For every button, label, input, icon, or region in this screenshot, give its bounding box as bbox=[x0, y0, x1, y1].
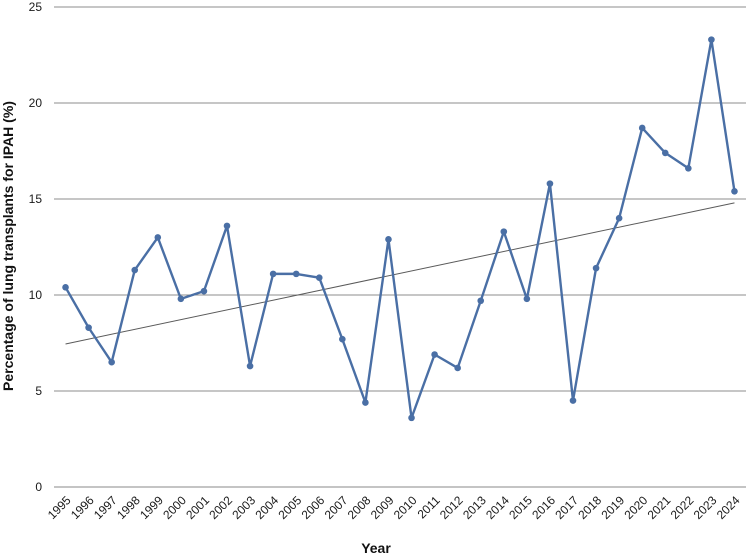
data-point bbox=[477, 297, 485, 305]
x-tick-labels: 1995199619971998199920002001200220032004… bbox=[45, 493, 743, 522]
data-point bbox=[362, 399, 369, 406]
data-point bbox=[454, 364, 461, 372]
x-tick-label: 2011 bbox=[415, 493, 443, 521]
y-tick-label: 10 bbox=[29, 288, 43, 302]
x-tick-label: 2024 bbox=[714, 493, 743, 522]
series-line bbox=[64, 38, 736, 420]
x-tick-label: 1997 bbox=[91, 493, 120, 522]
data-point bbox=[431, 351, 438, 358]
data-point bbox=[131, 266, 139, 274]
data-point bbox=[85, 324, 92, 331]
data-point bbox=[385, 236, 392, 243]
gridlines bbox=[54, 6, 746, 392]
x-tick-label: 2008 bbox=[345, 493, 374, 522]
data-point bbox=[292, 270, 300, 278]
x-tick-label: 2022 bbox=[668, 493, 697, 522]
data-point bbox=[246, 362, 254, 370]
data-point bbox=[223, 222, 231, 230]
data-point bbox=[638, 124, 646, 132]
data-point bbox=[269, 270, 277, 278]
x-tick-label: 2018 bbox=[575, 493, 604, 522]
y-tick-label: 20 bbox=[29, 96, 43, 110]
x-tick-label: 2021 bbox=[645, 493, 674, 522]
data-point bbox=[177, 295, 185, 303]
x-axis-title: Year bbox=[361, 540, 391, 556]
data-point bbox=[62, 284, 69, 291]
x-tick-label: 1998 bbox=[114, 493, 143, 522]
x-tick-label: 2013 bbox=[460, 493, 489, 522]
data-point bbox=[685, 164, 692, 172]
x-tick-label: 2006 bbox=[299, 493, 328, 522]
trendline bbox=[65, 202, 735, 345]
data-point bbox=[708, 36, 715, 43]
x-tick-label: 2020 bbox=[622, 493, 651, 522]
data-point bbox=[315, 274, 323, 282]
data-point bbox=[154, 234, 162, 241]
data-point bbox=[592, 264, 600, 272]
data-point bbox=[500, 228, 508, 235]
data-point bbox=[408, 414, 415, 422]
x-tick-label: 2003 bbox=[229, 493, 258, 522]
y-tick-label: 5 bbox=[35, 384, 42, 398]
x-tick-label: 2019 bbox=[598, 493, 627, 522]
x-tick-label: 2017 bbox=[552, 493, 581, 522]
data-point bbox=[200, 287, 208, 295]
data-point bbox=[339, 335, 346, 343]
data-point bbox=[108, 358, 115, 366]
x-tick-label: 2001 bbox=[183, 493, 212, 522]
x-tick-label: 2015 bbox=[506, 493, 535, 522]
data-points bbox=[62, 36, 738, 422]
y-tick-label: 15 bbox=[29, 192, 43, 206]
x-tick-label: 1995 bbox=[45, 493, 74, 522]
x-tick-label: 2005 bbox=[276, 493, 305, 522]
data-point bbox=[615, 214, 623, 222]
x-tick-label: 2023 bbox=[691, 493, 720, 522]
x-tick-label: 1996 bbox=[68, 493, 97, 522]
x-tick-label: 2012 bbox=[437, 493, 466, 522]
data-point bbox=[661, 149, 669, 157]
x-tick-label: 2010 bbox=[391, 493, 420, 522]
x-tick-label: 2004 bbox=[252, 493, 281, 522]
data-point bbox=[546, 180, 554, 187]
data-point bbox=[731, 188, 738, 195]
x-tick-label: 2014 bbox=[483, 493, 512, 522]
y-tick-label: 0 bbox=[35, 480, 42, 494]
y-tick-label: 25 bbox=[29, 0, 43, 14]
x-tick-label: 2002 bbox=[206, 493, 235, 522]
x-tick-label: 2016 bbox=[529, 493, 558, 522]
x-tick-label: 2007 bbox=[322, 493, 351, 522]
x-tick-label: 2009 bbox=[368, 493, 397, 522]
y-tick-labels: 0 5 10 15 20 25 bbox=[29, 0, 43, 494]
y-axis-title: Percentage of lung transplants for IPAH … bbox=[0, 101, 16, 391]
x-tick-label: 2000 bbox=[160, 493, 189, 522]
data-point bbox=[569, 397, 577, 404]
data-point bbox=[523, 295, 531, 303]
x-tick-label: 1999 bbox=[137, 493, 166, 522]
